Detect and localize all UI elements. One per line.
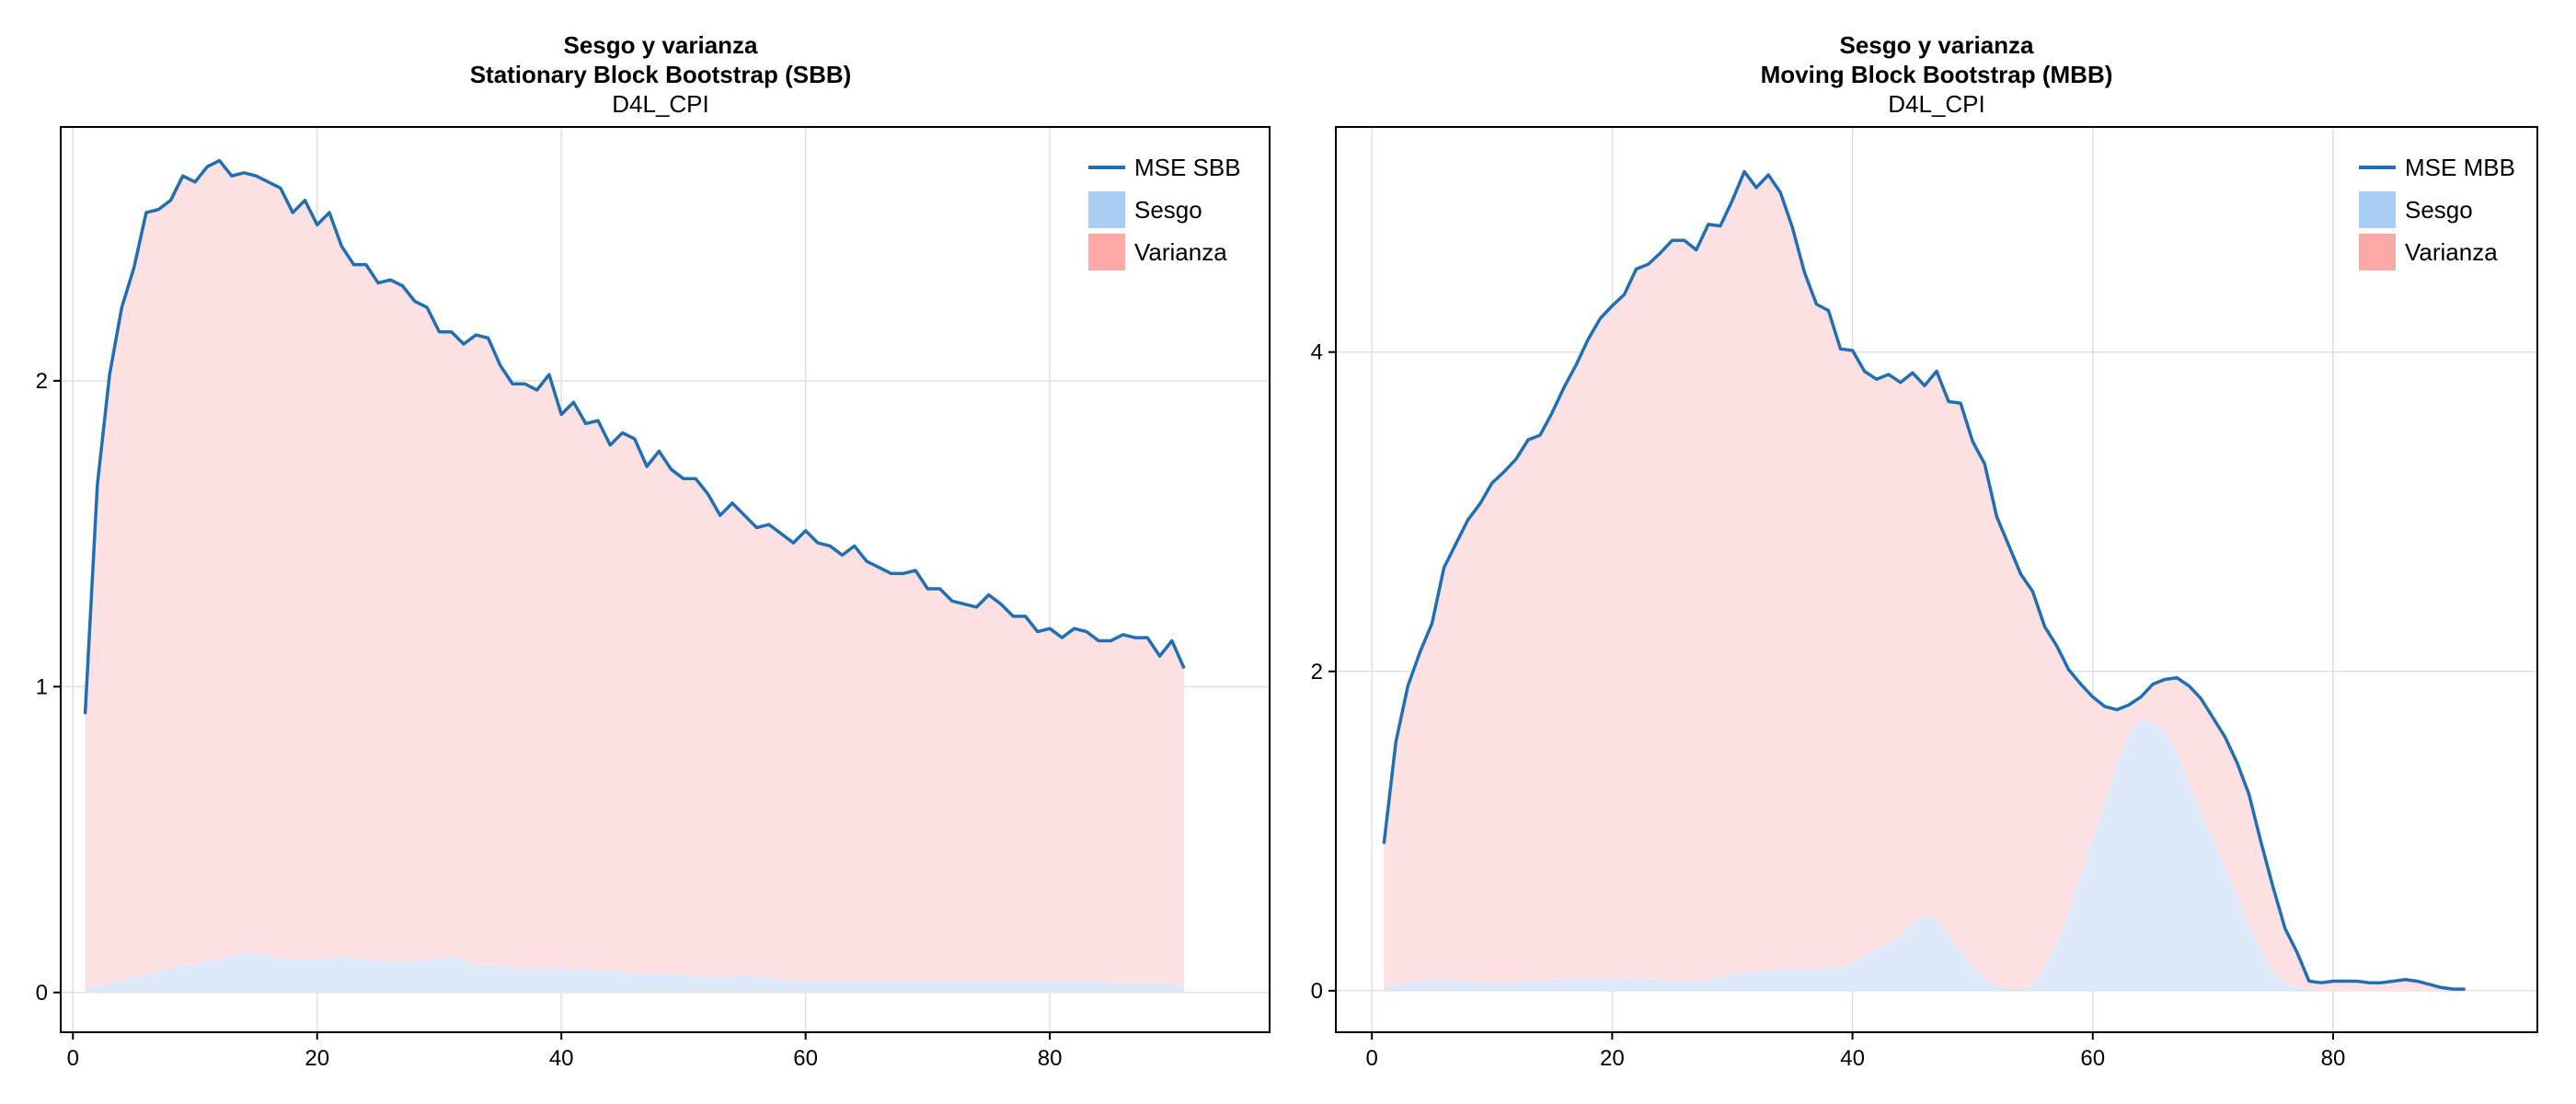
mse-line xyxy=(1382,169,2466,991)
chart-subtitle-series: D4L_CPI xyxy=(1888,90,1985,118)
x-tick-label: 80 xyxy=(2321,1046,2346,1071)
x-tick-label: 60 xyxy=(2080,1046,2105,1071)
chart-subtitle-series: D4L_CPI xyxy=(612,90,709,118)
chart-sbb: Sesgo y varianza Stationary Block Bootst… xyxy=(36,31,1271,1071)
y-tick-label: 1 xyxy=(36,674,48,699)
legend-varianza-label: Varianza xyxy=(2405,238,2498,266)
x-tick-label: 40 xyxy=(1840,1046,1865,1071)
plot-frame xyxy=(1335,126,2538,1033)
x-tick-label: 20 xyxy=(1600,1046,1625,1071)
x-tick-label: 60 xyxy=(793,1046,818,1071)
x-tick-label: 80 xyxy=(1038,1046,1063,1071)
sesgo-area-layer xyxy=(85,952,1185,993)
plot-frame xyxy=(60,126,1271,1033)
legend-sesgo-swatch xyxy=(1088,191,1125,228)
sesgo-area-layer xyxy=(1384,719,2466,991)
y-tick-label: 0 xyxy=(36,981,48,1006)
legend-varianza-label: Varianza xyxy=(1134,238,1227,266)
legend-mse-label: MSE SBB xyxy=(1134,154,1241,181)
y-tick-label: 2 xyxy=(1311,660,1323,684)
varianza-area-layer xyxy=(85,160,1185,990)
legend: MSE SBB Sesgo Varianza xyxy=(1088,154,1241,270)
chart-subtitle: Stationary Block Bootstrap (SBB) xyxy=(470,61,852,88)
chart-subtitle: Moving Block Bootstrap (MBB) xyxy=(1761,61,2113,88)
varianza-area-layer xyxy=(1384,171,2466,991)
varianza-area xyxy=(1384,171,2466,991)
y-tick-label: 4 xyxy=(1311,340,1323,365)
legend-mse-label: MSE MBB xyxy=(2405,154,2515,181)
x-tick-label: 20 xyxy=(305,1046,329,1071)
sesgo-area xyxy=(85,952,1185,993)
legend: MSE MBB Sesgo Varianza xyxy=(2359,154,2515,270)
chart-title: Sesgo y varianza xyxy=(564,31,759,59)
legend-sesgo-label: Sesgo xyxy=(1134,196,1202,224)
chart-title: Sesgo y varianza xyxy=(1840,31,2035,59)
mse-line xyxy=(83,158,1186,715)
legend-sesgo-swatch xyxy=(2359,191,2396,228)
x-tick-label: 0 xyxy=(67,1046,79,1071)
y-tick-label: 0 xyxy=(1311,979,1323,1004)
chart-mbb: Sesgo y varianza Moving Block Bootstrap … xyxy=(1311,31,2538,1071)
legend-sesgo-label: Sesgo xyxy=(2405,196,2473,224)
axis-ticks: 0 20 40 60 80 0 1 2 xyxy=(36,369,1063,1071)
y-tick-label: 2 xyxy=(36,369,48,394)
legend-varianza-swatch xyxy=(2359,234,2396,270)
legend-varianza-swatch xyxy=(1088,234,1125,270)
mse-line-layer xyxy=(83,158,1186,715)
varianza-area xyxy=(85,160,1185,990)
sesgo-area xyxy=(1384,719,2466,991)
axis-ticks: 0 20 40 60 80 0 2 4 xyxy=(1311,340,2346,1071)
x-tick-label: 40 xyxy=(549,1046,574,1071)
x-tick-label: 0 xyxy=(1366,1046,1378,1071)
mse-line-layer xyxy=(1382,169,2466,991)
